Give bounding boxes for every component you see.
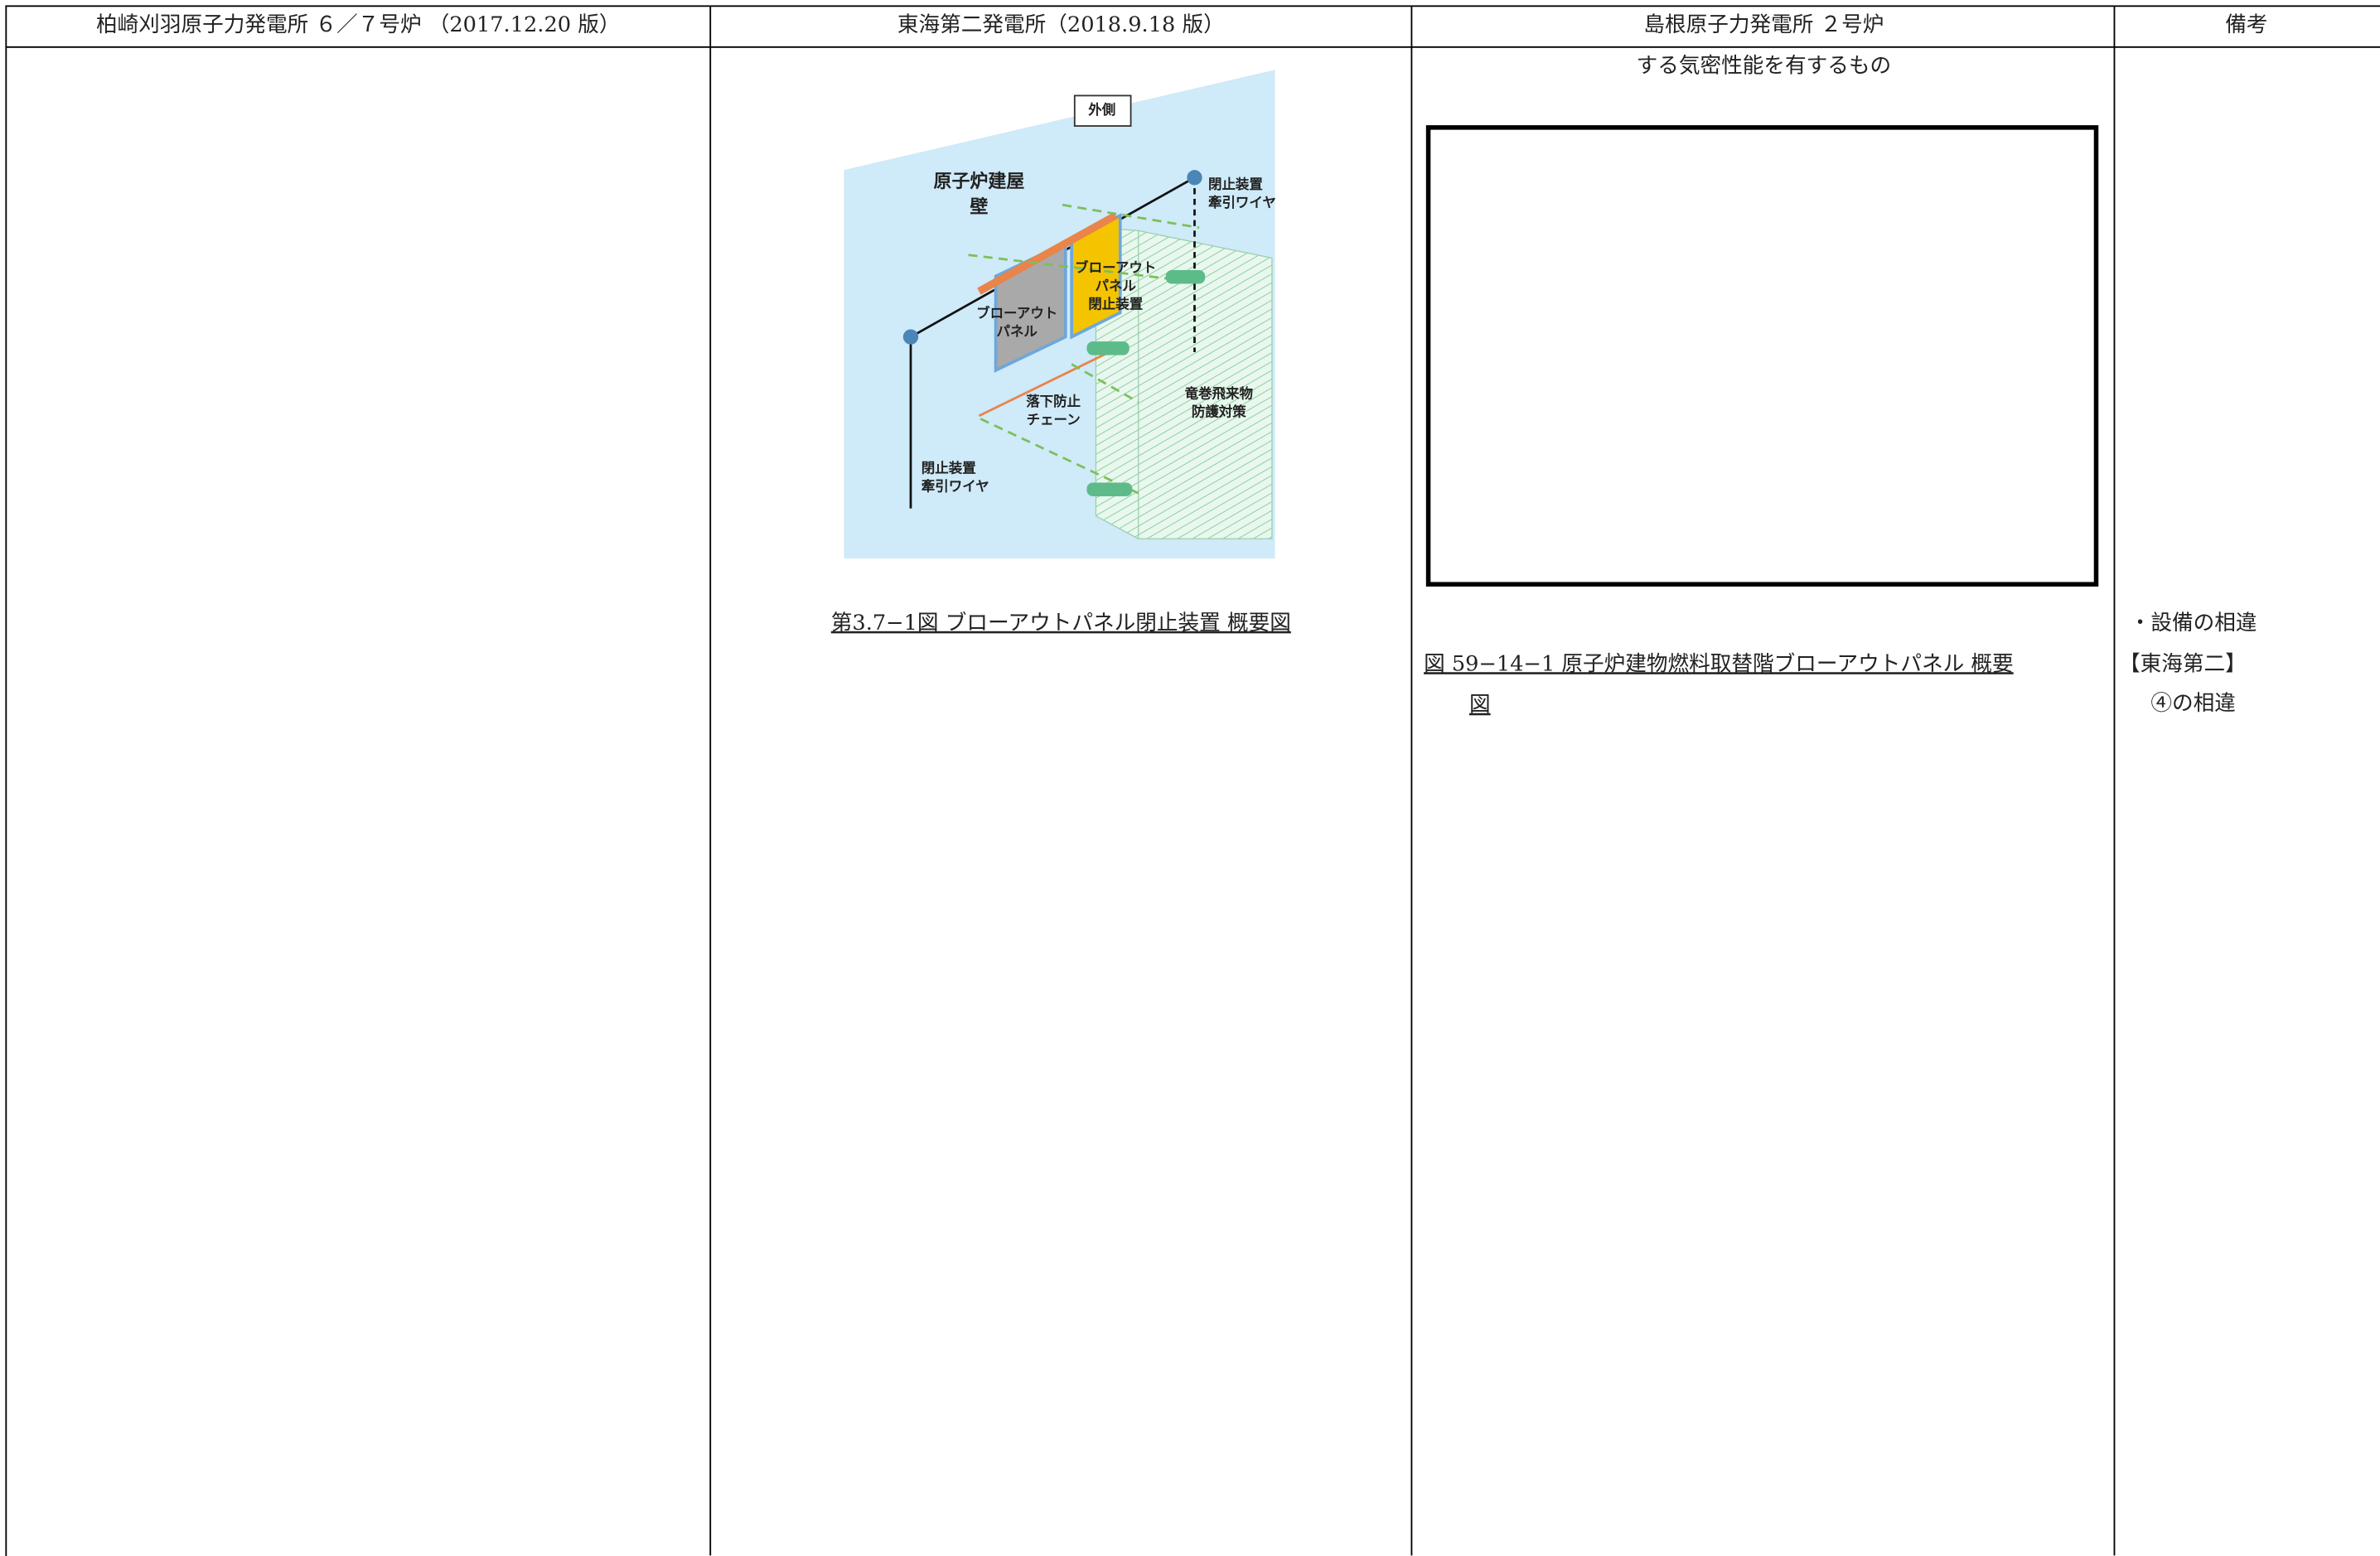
figure-label: 落下防止 — [1026, 394, 1081, 409]
remark: 【東海第二】 — [2119, 651, 2247, 676]
figure-label: 牽引ワイヤ — [922, 478, 989, 494]
remark: ④の相違 — [2150, 691, 2236, 716]
figure-label: チェーン — [1027, 412, 1081, 428]
figure-label: 閉止装置 — [1088, 297, 1143, 312]
masked-figure — [1425, 125, 2099, 587]
figure-caption: 図 59−14−1 原子炉建物燃料取替階ブローアウトパネル 概要 — [1424, 651, 2014, 676]
header-cell: 柏崎刈羽原子力発電所 ６／７号炉 （2017.12.20 版） — [96, 12, 620, 37]
figure-label: 竜巻飛来物 — [1185, 386, 1253, 402]
figure-label: 原子炉建屋 — [933, 172, 1024, 192]
figure-label: ブローアウト — [976, 306, 1057, 321]
header-cell: 東海第二発電所（2018.9.18 版） — [897, 12, 1225, 37]
table-grid — [5, 5, 2380, 1556]
figure-label: ブローアウト — [1075, 260, 1156, 276]
figure-label: 防護対策 — [1192, 404, 1246, 420]
body-text: する気密性能を有するもの — [1637, 54, 1892, 79]
figure-caption: 第3.7−1図 ブローアウトパネル閉止装置 概要図 — [831, 611, 1291, 635]
figure-caption: 図 — [1469, 693, 1491, 718]
header-cell: 島根原子力発電所 ２号炉 — [1643, 12, 1884, 37]
figure-label: パネル — [1096, 278, 1137, 294]
figure: 外側 原子炉建屋 壁 閉止装置 牽引ワイヤ ブローアウト パネル 閉止装置 ブロ… — [844, 70, 1276, 559]
figure-label: パネル — [996, 324, 1038, 340]
figure-label: 外側 — [1087, 102, 1115, 118]
figure-label: 閉止装置 — [1208, 176, 1263, 192]
figure-label: 壁 — [970, 196, 988, 218]
figure-label: 閉止装置 — [922, 460, 976, 476]
figure-label: 牽引ワイヤ — [1208, 195, 1276, 210]
header-cell: 備考 — [2225, 12, 2267, 37]
remark: ・設備の相違 — [2130, 611, 2257, 635]
